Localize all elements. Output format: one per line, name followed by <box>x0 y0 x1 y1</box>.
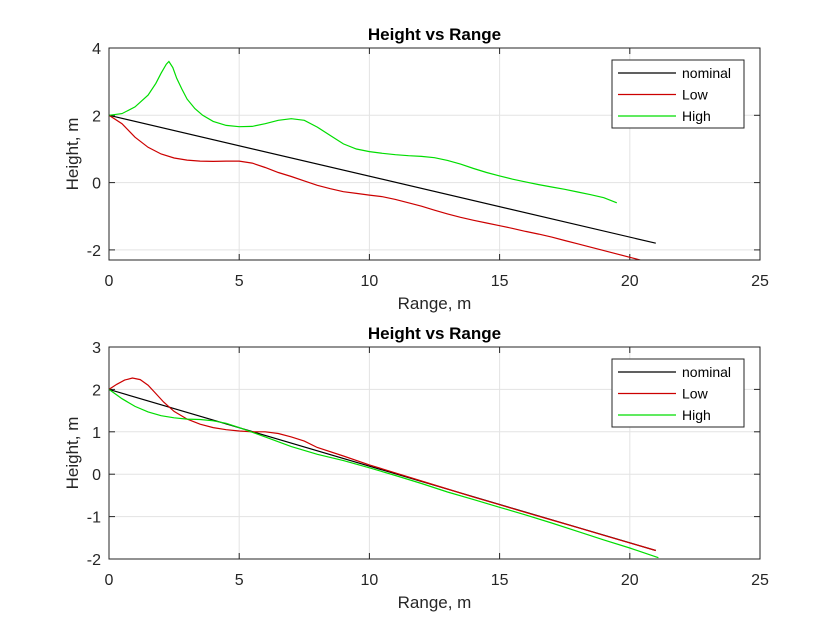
x-axis-label: Range, m <box>398 593 472 612</box>
legend-label: High <box>682 108 711 124</box>
legend: nominal Low High <box>611 59 745 129</box>
y-tick-label: -2 <box>87 243 101 260</box>
legend-label: High <box>682 407 711 423</box>
y-tick-label: 1 <box>92 425 101 442</box>
y-tick-label: -1 <box>87 510 101 527</box>
y-axis-label: Height, m <box>63 118 82 191</box>
subplot-2: 0 5 10 15 20 25 -2 -1 0 1 2 3 Height vs Range Range, … <box>63 324 769 612</box>
legend: nominal Low High <box>611 358 745 428</box>
legend-label: nominal <box>682 65 731 81</box>
x-tick-label: 5 <box>235 572 244 589</box>
y-tick-label: 4 <box>92 41 101 58</box>
y-axis-label: Height, m <box>63 417 82 490</box>
legend-box <box>611 358 745 428</box>
y-tick-label: 2 <box>92 108 101 125</box>
y-tick-label: 0 <box>92 176 101 193</box>
x-tick-label: 5 <box>235 273 244 290</box>
x-tick-label: 15 <box>491 273 509 290</box>
x-tick-label: 0 <box>105 572 114 589</box>
chart-title: Height vs Range <box>368 324 501 343</box>
x-tick-label: 25 <box>751 572 769 589</box>
x-tick-label: 0 <box>105 273 114 290</box>
chart-title: Height vs Range <box>368 25 501 44</box>
legend-label: Low <box>682 386 709 402</box>
y-tick-label: -2 <box>87 552 101 569</box>
x-tick-label: 25 <box>751 273 769 290</box>
legend-label: Low <box>682 87 709 103</box>
series-line-high <box>109 388 659 559</box>
x-tick-label: 10 <box>361 273 379 290</box>
series-line-low <box>109 114 643 260</box>
y-tick-label: 0 <box>92 467 101 484</box>
series-line-low <box>109 377 656 552</box>
x-tick-label: 20 <box>621 273 639 290</box>
x-tick-label: 10 <box>361 572 379 589</box>
legend-label: nominal <box>682 364 731 380</box>
series-line-nominal <box>109 114 656 244</box>
axes-box <box>108 346 761 560</box>
series-line-high <box>109 60 618 204</box>
y-tick-label: 2 <box>92 382 101 399</box>
x-tick-label: 20 <box>621 572 639 589</box>
x-axis-label: Range, m <box>398 294 472 313</box>
y-tick-label: 3 <box>92 340 101 357</box>
x-tick-label: 15 <box>491 572 509 589</box>
axes-box <box>108 47 761 261</box>
